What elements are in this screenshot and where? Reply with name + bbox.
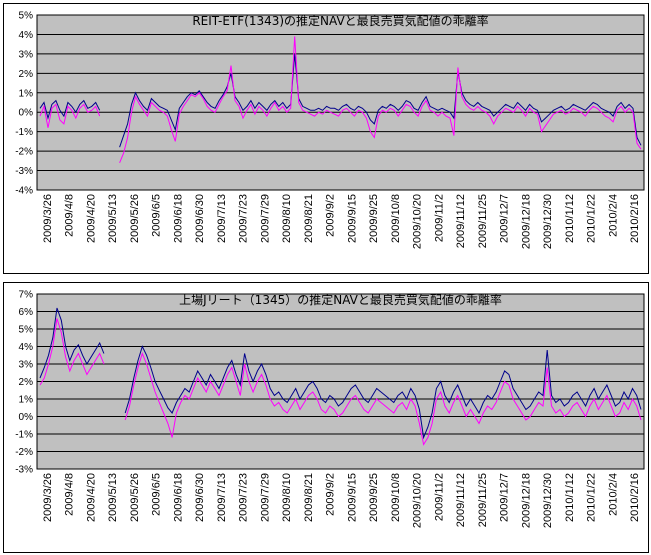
x-tick-label: 2009/8/10 — [281, 473, 293, 522]
chart-2-svg: 上場Jリート（1345）の推定NAVと最良売買気配値の乖離率 7% 6% 5% 4% 3… — [15, 290, 645, 528]
x-tick-label: 2010/1/12 — [564, 194, 576, 243]
x-tick-label: 2010/2/4 — [607, 194, 619, 237]
x-tick-label: 2009/12/30 — [542, 194, 554, 249]
x-tick-label: 2009/10/20 — [412, 473, 424, 528]
x-tick-label: 2009/9/2 — [325, 473, 337, 516]
y-tick-label: -3% — [15, 465, 33, 476]
x-tick-label: 2010/2/4 — [607, 473, 619, 516]
chart-1-svg: REIT-ETF(1343)の推定NAVと最良売買気配値の乖離率 5% 4% 3% 2… — [15, 11, 645, 249]
x-tick-label: 2009/4/20 — [85, 194, 97, 243]
y-tick-label: -2% — [15, 147, 33, 158]
x-tick-label: 2010/2/16 — [629, 194, 641, 243]
x-tick-label: 2009/7/29 — [259, 194, 271, 243]
x-tick-label: 2009/11/2 — [433, 473, 445, 521]
x-tick-label: 2009/6/18 — [172, 194, 184, 243]
y-tick-label: 3% — [19, 49, 34, 60]
y-tick-label: -1% — [15, 127, 33, 138]
x-tick-label: 2009/7/29 — [259, 473, 271, 522]
x-tick-label: 2009/8/21 — [303, 473, 315, 522]
x-tick-label: 2009/10/20 — [412, 194, 424, 249]
x-tick-label: 2009/11/12 — [455, 194, 467, 248]
x-tick-label: 2009/6/5 — [151, 194, 163, 237]
chart-2-title: 上場Jリート（1345）の推定NAVと最良売買気配値の乖離率 — [179, 292, 502, 307]
x-tick-label: 2009/9/15 — [346, 194, 358, 243]
y-tick-label: 2% — [19, 69, 34, 80]
y-tick-label: -2% — [15, 447, 33, 458]
y-tick-label: 1% — [19, 395, 34, 406]
x-tick-label: 2009/6/18 — [172, 473, 184, 522]
x-tick-label: 2009/9/15 — [346, 473, 358, 522]
x-tick-label: 2009/5/26 — [129, 194, 141, 243]
x-tick-label: 2009/5/26 — [129, 473, 141, 522]
series-line-1 — [39, 307, 642, 440]
x-tick-label: 2009/12/30 — [542, 473, 554, 528]
x-tick-label: 2010/1/22 — [586, 194, 598, 243]
y-tick-label: 2% — [19, 377, 34, 388]
x-tick-label: 2009/3/26 — [42, 473, 54, 522]
x-tick-label: 2009/11/25 — [477, 473, 489, 527]
x-tick-label: 2010/2/16 — [629, 473, 641, 522]
x-tick-label: 2009/12/18 — [520, 473, 532, 528]
x-tick-label: 2009/3/26 — [42, 194, 54, 243]
x-tick-label: 2009/11/25 — [477, 194, 489, 248]
x-tick-label: 2009/4/20 — [85, 473, 97, 522]
series-line-1 — [39, 53, 642, 148]
x-tick-label: 2010/1/22 — [586, 473, 598, 522]
x-tick-label: 2009/6/30 — [194, 473, 206, 522]
y-tick-label: 7% — [19, 290, 34, 301]
x-tick-label: 2009/7/13 — [216, 473, 228, 522]
y-tick-label: 4% — [19, 30, 34, 41]
x-tick-label: 2009/7/13 — [216, 194, 228, 243]
y-tick-label: 5% — [19, 325, 34, 336]
x-tick-label: 2009/11/2 — [433, 194, 445, 242]
x-tick-label: 2009/8/21 — [303, 194, 315, 243]
x-tick-label: 2009/9/25 — [368, 194, 380, 243]
x-tick-label: 2009/6/30 — [194, 194, 206, 243]
x-tick-label: 2009/4/8 — [64, 473, 76, 516]
y-tick-label: 5% — [19, 11, 34, 22]
x-tick-label: 2009/5/13 — [107, 473, 119, 522]
x-tick-label: 2009/10/8 — [390, 194, 402, 243]
x-tick-label: 2009/10/8 — [390, 473, 402, 522]
x-tick-label: 2009/4/8 — [64, 194, 76, 237]
plot-area — [36, 14, 645, 191]
x-tick-label: 2009/7/23 — [238, 194, 250, 243]
x-tick-label: 2009/9/25 — [368, 473, 380, 522]
x-tick-label: 2009/12/18 — [520, 194, 532, 249]
x-tick-label: 2009/6/5 — [151, 473, 163, 516]
y-tick-label: 1% — [19, 88, 34, 99]
y-tick-label: 3% — [19, 360, 34, 371]
x-tick-label: 2009/9/2 — [325, 194, 337, 237]
chart-reit-etf-1343: REIT-ETF(1343)の推定NAVと最良売買気配値の乖離率 5% 4% 3% 2… — [3, 3, 649, 274]
x-tick-label: 2010/1/12 — [564, 473, 576, 522]
y-tick-label: 4% — [19, 342, 34, 353]
x-tick-label: 2009/5/13 — [107, 194, 119, 243]
y-tick-label: 0% — [19, 412, 34, 423]
chart-1-title: REIT-ETF(1343)の推定NAVと最良売買気配値の乖離率 — [192, 13, 488, 28]
y-tick-label: -1% — [15, 430, 33, 441]
chart-j-reit-1345: 上場Jリート（1345）の推定NAVと最良売買気配値の乖離率 7% 6% 5% 4% 3… — [3, 282, 649, 553]
series-line-2 — [39, 36, 642, 163]
y-tick-label: 6% — [19, 307, 34, 318]
y-tick-label: -3% — [15, 166, 33, 177]
series-line-2 — [39, 318, 642, 446]
x-tick-label: 2009/12/7 — [499, 194, 511, 243]
y-tick-label: 0% — [19, 108, 34, 119]
x-tick-label: 2009/11/12 — [455, 473, 467, 527]
x-tick-label: 2009/8/10 — [281, 194, 293, 243]
y-tick-label: -4% — [15, 186, 33, 197]
x-tick-label: 2009/7/23 — [238, 473, 250, 522]
x-tick-label: 2009/12/7 — [499, 473, 511, 522]
